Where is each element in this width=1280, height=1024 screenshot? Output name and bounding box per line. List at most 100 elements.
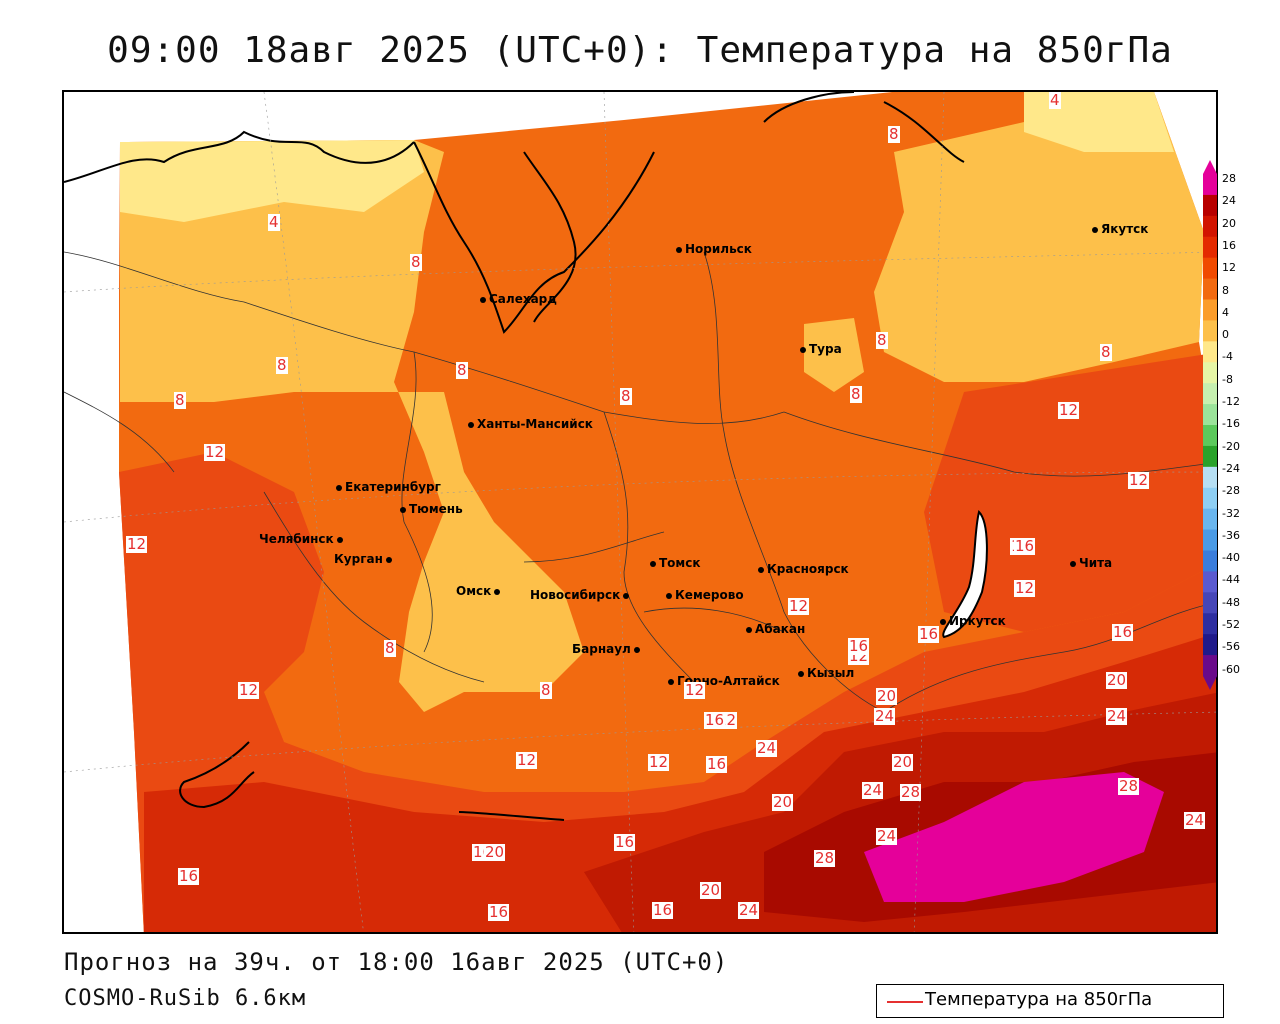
colorbar-tick-label: 20 — [1222, 216, 1236, 230]
city-label: Якутск — [1092, 222, 1148, 236]
colorbar-segment — [1203, 445, 1217, 468]
isoline-label: 12 — [1128, 471, 1150, 489]
colorbar-segment — [1203, 487, 1217, 510]
isoline-label: 12 — [1058, 401, 1080, 419]
isoline-label: 12 — [126, 535, 148, 553]
isoline-label: 12 — [648, 753, 670, 771]
isoline-label: 4 — [1049, 91, 1061, 109]
isoline-label: 24 — [874, 707, 896, 725]
isoline-label: 12 — [516, 751, 538, 769]
field-0-4-east — [1024, 92, 1174, 152]
isoline-label: 20 — [876, 687, 898, 705]
colorbar-tick-label: 8 — [1222, 283, 1229, 297]
isoline-label: 28 — [814, 849, 836, 867]
city-label: Тура — [800, 342, 842, 356]
field-28-plus — [864, 772, 1164, 902]
colorbar-segment — [1203, 404, 1217, 426]
colorbar-tick-label: 24 — [1222, 194, 1236, 208]
colorbar-tick-label: -56 — [1222, 640, 1240, 654]
legend-line — [887, 1001, 923, 1003]
colorbar-segment — [1203, 215, 1217, 238]
isoline-label: 16 — [178, 867, 200, 885]
isoline-label: 16 — [652, 901, 674, 919]
colorbar-segment — [1203, 236, 1217, 259]
city-label: Ханты-Мансийск — [468, 417, 593, 431]
colorbar-tick-label: -60 — [1222, 662, 1240, 676]
isoline-label: 24 — [756, 739, 778, 757]
isoline-label: 8 — [540, 681, 552, 699]
colorbar-segment — [1203, 278, 1217, 300]
colorbar — [1203, 160, 1217, 690]
colorbar-tick-label: -20 — [1222, 439, 1240, 453]
city-label: Кемерово — [666, 588, 744, 602]
isoline-label: 8 — [620, 387, 632, 405]
colorbar-tick-label: -8 — [1222, 372, 1233, 386]
isoline-label: 20 — [484, 843, 506, 861]
isoline-label: 8 — [276, 356, 288, 374]
isoline-label: 4 — [268, 213, 280, 231]
legend-label: Температура на 850гПа — [925, 989, 1153, 1010]
isoline-label: 24 — [1106, 707, 1128, 725]
city-label: Курган — [334, 552, 395, 566]
field-12-16-east — [924, 352, 1216, 632]
isoline-label: 20 — [772, 793, 794, 811]
colorbar-tick-label: -12 — [1222, 395, 1240, 408]
colorbar-tick-label: -40 — [1222, 551, 1240, 565]
isoline-label: 24 — [1184, 811, 1206, 829]
forecast-info: Прогноз на 39ч. от 18:00 16авг 2025 (UTC… — [64, 948, 729, 976]
isoline-label: 24 — [862, 781, 884, 799]
isoline-label: 12 — [204, 443, 226, 461]
isoline-label: 20 — [892, 753, 914, 771]
isoline-label: 16 — [488, 903, 510, 921]
colorbar-tick-label: -24 — [1222, 461, 1240, 475]
colorbar-segment — [1203, 571, 1217, 593]
colorbar-tick-label: 0 — [1222, 328, 1229, 342]
temperature-map: Норильск Якутск Салехард Тура Ханты-Манс… — [62, 90, 1218, 934]
isoline-label: 16 — [1014, 537, 1036, 555]
isoline-label: 16 — [848, 637, 870, 655]
colorbar-segment — [1203, 299, 1217, 321]
city-label: Томск — [650, 556, 701, 570]
colorbar-segment — [1203, 362, 1217, 384]
colorbar-segment — [1203, 529, 1217, 551]
model-name: COSMO-RuSib 6.6км — [64, 986, 307, 1011]
isoline-label: 8 — [384, 639, 396, 657]
isoline-label: 16 — [706, 755, 728, 773]
field-4-8-west — [120, 140, 584, 712]
city-label: Норильск — [676, 242, 752, 256]
colorbar-tick-label: 12 — [1222, 261, 1236, 275]
colorbar-segment — [1203, 550, 1217, 572]
colorbar-segment — [1203, 613, 1217, 635]
isoline-label: 24 — [876, 827, 898, 845]
lake-baikal — [942, 510, 988, 639]
colorbar-tick-label: -36 — [1222, 528, 1240, 542]
colorbar-bottom-arrow — [1203, 676, 1217, 690]
colorbar-tick-label: -4 — [1222, 350, 1233, 364]
colorbar-segment — [1203, 320, 1217, 342]
city-label: Салехард — [480, 292, 557, 306]
field-4-8-tura — [804, 318, 864, 392]
colorbar-segment — [1203, 655, 1217, 677]
city-label: Кызыл — [798, 666, 854, 680]
isoline-label: 28 — [1118, 777, 1140, 795]
colorbar-segment — [1203, 383, 1217, 405]
isoline-label: 16 — [704, 711, 726, 729]
city-label: Омск — [456, 584, 503, 598]
city-label: Иркутск — [940, 614, 1006, 628]
isoline-label: 12 — [788, 597, 810, 615]
colorbar-tick-label: -28 — [1222, 484, 1240, 498]
colorbar-segment — [1203, 194, 1217, 217]
colorbar-segment — [1203, 174, 1217, 196]
city-label: Барнаул — [572, 642, 643, 656]
city-label: Тюмень — [400, 502, 463, 516]
colorbar-tick-label: -48 — [1222, 595, 1240, 609]
isoline-label: 20 — [1106, 671, 1128, 689]
isoline-label: 8 — [410, 253, 422, 271]
isoline-label: 12 — [684, 681, 706, 699]
isoline-label: 24 — [738, 901, 760, 919]
isoline-label: 28 — [900, 783, 922, 801]
city-label: Челябинск — [259, 532, 346, 546]
colorbar-segment — [1203, 508, 1217, 531]
city-label: Красноярск — [758, 562, 849, 576]
colorbar-segment — [1203, 425, 1217, 447]
